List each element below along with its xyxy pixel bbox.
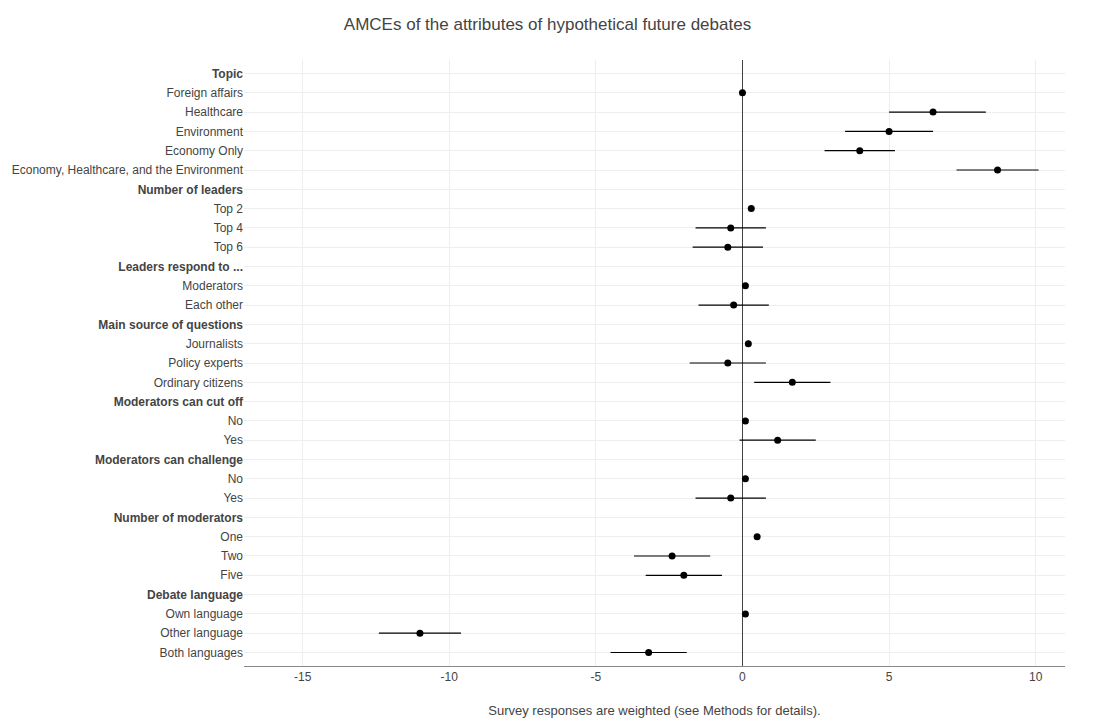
svg-text:Two: Two xyxy=(221,549,243,563)
svg-text:Policy experts: Policy experts xyxy=(168,356,243,370)
svg-text:No: No xyxy=(228,472,244,486)
svg-text:Economy Only: Economy Only xyxy=(165,144,243,158)
svg-text:AMCEs of the attributes of hyp: AMCEs of the attributes of hypothetical … xyxy=(344,15,751,34)
svg-text:Healthcare: Healthcare xyxy=(185,105,243,119)
svg-text:Own language: Own language xyxy=(166,607,244,621)
svg-text:Ordinary citizens: Ordinary citizens xyxy=(154,376,243,390)
svg-text:Number of leaders: Number of leaders xyxy=(138,183,244,197)
svg-text:Each other: Each other xyxy=(185,298,243,312)
svg-text:Moderators can challenge: Moderators can challenge xyxy=(95,453,243,467)
svg-text:Main source of questions: Main source of questions xyxy=(98,318,243,332)
svg-text:Yes: Yes xyxy=(223,433,243,447)
svg-text:Top 2: Top 2 xyxy=(214,202,244,216)
svg-text:Both languages: Both languages xyxy=(160,646,243,660)
svg-text:Top 6: Top 6 xyxy=(214,240,244,254)
svg-text:One: One xyxy=(220,530,243,544)
svg-text:Topic: Topic xyxy=(212,67,243,81)
svg-text:Five: Five xyxy=(220,568,243,582)
svg-text:Debate language: Debate language xyxy=(147,588,243,602)
svg-text:Top 4: Top 4 xyxy=(214,221,244,235)
svg-text:Environment: Environment xyxy=(176,125,244,139)
svg-text:Yes: Yes xyxy=(223,491,243,505)
svg-text:Moderators can cut off: Moderators can cut off xyxy=(114,395,244,409)
svg-text:Foreign affairs: Foreign affairs xyxy=(167,86,243,100)
svg-text:-15: -15 xyxy=(294,670,312,684)
svg-text:Number of moderators: Number of moderators xyxy=(114,511,244,525)
svg-text:5: 5 xyxy=(886,670,893,684)
svg-text:Moderators: Moderators xyxy=(182,279,243,293)
svg-text:-10: -10 xyxy=(441,670,459,684)
svg-text:-5: -5 xyxy=(591,670,602,684)
svg-text:Journalists: Journalists xyxy=(186,337,243,351)
svg-text:0: 0 xyxy=(739,670,746,684)
svg-text:Other language: Other language xyxy=(160,626,243,640)
svg-text:Survey responses are weighted: Survey responses are weighted (see Metho… xyxy=(488,703,820,718)
svg-text:Economy, Healthcare, and the E: Economy, Healthcare, and the Environment xyxy=(12,163,244,177)
svg-text:Leaders respond to ...: Leaders respond to ... xyxy=(118,260,243,274)
svg-text:10: 10 xyxy=(1029,670,1043,684)
svg-text:No: No xyxy=(228,414,244,428)
